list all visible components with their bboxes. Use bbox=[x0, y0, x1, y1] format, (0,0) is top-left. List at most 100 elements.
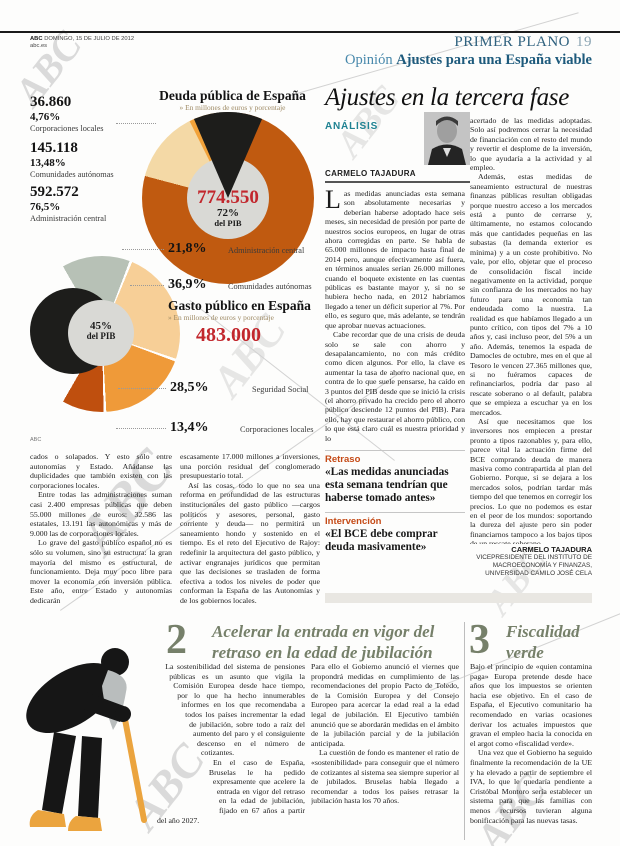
callout-pct: 13,4% bbox=[170, 420, 209, 435]
section-header: PRIMER PLANO 19 bbox=[454, 34, 592, 51]
section-divider-band bbox=[325, 593, 592, 603]
debt-donut-chart: 774.550 72% del PIB bbox=[142, 112, 314, 284]
paragraph: escasamente 17.000 millones a inversione… bbox=[180, 452, 320, 481]
pullquote-label: Retraso bbox=[325, 453, 361, 465]
paragraph: La cuestión de fondo es mantener el rati… bbox=[311, 748, 459, 806]
spending-chart: 45% del PIB bbox=[24, 256, 180, 412]
stat-comunidades-autonomas: 145.118 13,48% Comunidades autónomas bbox=[30, 140, 160, 180]
chart1-subtitle: » En millones de euros y porcentaje bbox=[179, 103, 286, 112]
callout-label: Administración central bbox=[228, 246, 305, 255]
spending-gdp-unit: del PIB bbox=[86, 331, 116, 342]
chart2-title: Gasto público en España bbox=[168, 298, 311, 313]
stat-value: 145.118 bbox=[30, 140, 78, 156]
cane bbox=[121, 711, 147, 823]
pullquote-label: Intervención bbox=[325, 515, 382, 527]
stat-label: Corporaciones locales bbox=[30, 124, 104, 134]
article-col1: Las medidas anunciadas esta semana son a… bbox=[325, 189, 465, 591]
leader-line bbox=[130, 285, 164, 286]
graphic-credit: ABC bbox=[30, 437, 42, 443]
callout-label: Seguridad Social bbox=[252, 385, 309, 394]
stat-value: 592.572 bbox=[30, 184, 79, 200]
callout-label: Comunidades autónomas bbox=[228, 282, 312, 291]
paragraph: Entre todas las administraciones suman c… bbox=[30, 490, 172, 538]
paragraph: Para ello el Gobierno anunció el viernes… bbox=[311, 662, 459, 748]
section2-number: 2 bbox=[166, 617, 187, 663]
spending-hole bbox=[68, 300, 134, 366]
stat-pct: 4,76% bbox=[30, 110, 61, 123]
author-photo bbox=[424, 112, 470, 165]
article-headline: Ajustes en la tercera fase bbox=[325, 84, 569, 111]
stat-corporaciones-locales: 36.860 4,76% Corporaciones locales bbox=[30, 94, 160, 134]
analysis-kicker: ANÁLISIS bbox=[325, 121, 379, 132]
opinion-kicker: Opinión Ajustes para una España viable bbox=[345, 52, 592, 69]
signature-role: VICEPRESIDENTE DEL INSTITUTO DE MACROECO… bbox=[476, 554, 592, 577]
leader-line bbox=[122, 249, 164, 250]
paragraph: Las medidas anunciadas esta semana son a… bbox=[325, 189, 465, 330]
paragraph: En el caso de España, Bruselas le ha ped… bbox=[157, 757, 305, 825]
masthead: ABC DOMINGO, 15 DE JULIO DE 2012 abc.es bbox=[30, 36, 134, 50]
leader-line bbox=[116, 428, 166, 429]
section3-title: Fiscalidad verde bbox=[506, 622, 580, 662]
pullquote-text: «Las medidas anunciadas esta semana tend… bbox=[325, 466, 449, 504]
spending-total: 483.000 bbox=[196, 324, 261, 346]
paragraph: Así las cosas, todo lo que no sea una re… bbox=[180, 480, 320, 605]
paragraph: acertado de las medidas adoptadas. Solo … bbox=[470, 116, 592, 173]
kicker-title: Ajustes para una España viable bbox=[396, 52, 592, 68]
chart2-subtitle: » En millones de euros y porcentaje bbox=[168, 313, 274, 322]
paper-site: abc.es bbox=[30, 43, 48, 49]
column-divider bbox=[464, 622, 465, 840]
spending-center-text: 45% del PIB bbox=[68, 320, 134, 342]
infographic-text-col2: escasamente 17.000 millones a inversione… bbox=[180, 452, 320, 622]
callout-pct: 28,5% bbox=[170, 380, 209, 395]
stat-value: 36.860 bbox=[30, 94, 72, 110]
stat-administracion-central: 592.572 76,5% Administración central bbox=[30, 184, 160, 224]
section3-number: 3 bbox=[469, 617, 490, 663]
boot bbox=[68, 816, 102, 831]
top-rule bbox=[0, 31, 620, 33]
paragraph: La sostenibilidad del sistema de pension… bbox=[165, 662, 305, 758]
spending-gdp-pct: 45% bbox=[90, 320, 112, 332]
debt-total: 774.550 bbox=[197, 187, 259, 208]
debt-gdp-unit: del PIB bbox=[214, 218, 242, 229]
chart1-title: Deuda pública de España bbox=[159, 88, 306, 103]
leader-line bbox=[118, 388, 166, 389]
section2-title: Acelerar la entrada en vigor del retraso… bbox=[212, 622, 435, 662]
author-name: CARMELO TAJADURA bbox=[325, 169, 416, 178]
paragraph: Además, estas medidas de saneamiento est… bbox=[470, 172, 592, 417]
callout-label: Corporaciones locales bbox=[240, 425, 314, 434]
paragraph: Bajo el principio de «quien contamina pa… bbox=[470, 662, 592, 748]
article-col2: acertado de las medidas adoptadas. Solo … bbox=[470, 116, 592, 544]
section3-col: Bajo el principio de «quien contamina pa… bbox=[470, 662, 592, 844]
callout-pct: 21,8% bbox=[168, 241, 207, 256]
donut-center-text: 774.550 72% del PIB bbox=[142, 188, 314, 228]
callout-pct: 36,9% bbox=[168, 277, 207, 292]
old-man-illustration bbox=[16, 634, 168, 846]
boot bbox=[29, 810, 66, 827]
paragraph: Así que necesitamos que los inversores n… bbox=[470, 417, 592, 544]
page-number: 19 bbox=[576, 34, 592, 50]
old-man-drawing bbox=[26, 648, 147, 831]
paragraph: Lo grave del gasto público español no es… bbox=[30, 538, 172, 605]
paragraph: Una vez que el Gobierno ha seguido final… bbox=[470, 748, 592, 825]
leader-line bbox=[116, 123, 156, 124]
paper-name: ABC bbox=[30, 36, 43, 42]
pullquote-text: «El BCE debe comprar deuda masivamente» bbox=[325, 528, 438, 553]
section2-col2: Para ello el Gobierno anunció el viernes… bbox=[311, 662, 459, 842]
section2-col1: La sostenibilidad del sistema de pension… bbox=[157, 662, 305, 842]
pullquote-intervencion: Intervención «El BCE debe comprar deuda … bbox=[325, 511, 465, 554]
kicker-label: Opinión bbox=[345, 52, 393, 68]
paragraph: cados o solapados. Y esto sólo entre aut… bbox=[30, 452, 172, 490]
stat-pct: 13,48% bbox=[30, 156, 66, 169]
stat-label: Administración central bbox=[30, 214, 107, 224]
stat-pct: 76,5% bbox=[30, 200, 61, 213]
pullquote-retraso: Retraso «Las medidas anunciadas esta sem… bbox=[325, 449, 465, 505]
stat-label: Comunidades autónomas bbox=[30, 170, 114, 180]
signature-name: CARMELO TAJADURA bbox=[511, 545, 592, 554]
edition-date: DOMINGO, 15 DE JULIO DE 2012 bbox=[44, 36, 135, 42]
paragraph: Cabe recordar que de una crisis de deuda… bbox=[325, 330, 465, 443]
portrait-image bbox=[424, 112, 470, 165]
debt-gdp-pct: 72% bbox=[217, 206, 239, 219]
infographic-text-col1: cados o solapados. Y esto sólo entre aut… bbox=[30, 452, 172, 622]
section-name: PRIMER PLANO bbox=[454, 34, 570, 50]
